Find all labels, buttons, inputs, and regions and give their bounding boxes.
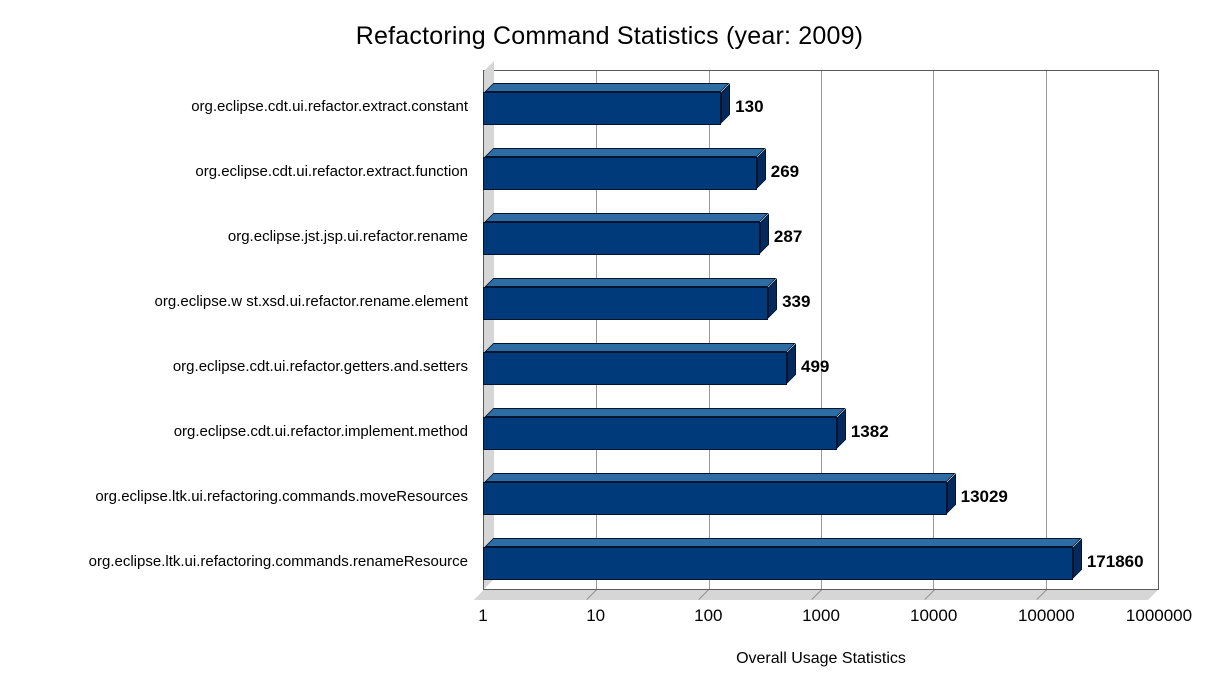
bars-layer: 130 269 287 339 499 1382 13029 171860 [483,70,1159,590]
floor-grid-line [924,589,935,600]
floor-grid-line [811,589,822,600]
x-tick-label: 10 [586,606,606,625]
bar-top-face [484,278,777,287]
bar: 130 [483,83,764,125]
gridline [933,71,935,589]
category-label: org.eclipse.cdt.ui.refactor.extract.func… [195,163,468,180]
bar-row: 130 [483,70,1159,135]
bar-top-face [484,473,955,482]
category-label: org.eclipse.ltk.ui.refactoring.commands.… [95,488,468,505]
bar: 269 [483,148,799,190]
x-tick-label: 10000 [910,606,958,625]
value-label: 13029 [960,486,1008,506]
wall-left [484,61,494,589]
x-tick-label: 100000 [1017,606,1075,625]
category-label: org.eclipse.cdt.ui.refactor.getters.and.… [172,358,468,375]
x-axis-ticks: 1 10 100 1000 10000 100000 1000000 [478,606,1192,628]
floor-grid-line [1149,589,1160,600]
value-label: 339 [782,291,811,311]
gridline [708,71,710,589]
gridline [596,71,598,589]
x-tick-label: 1000000 [1125,606,1193,625]
bar-top-face [484,538,1081,547]
x-tick-label: 100 [694,606,723,625]
gridline [1045,71,1047,589]
bar-row: 13029 [483,460,1159,525]
bar: 287 [483,213,802,255]
bar-row: 171860 [483,525,1159,590]
bar: 1382 [483,408,889,450]
category-label: org.eclipse.cdt.ui.refactor.implement.me… [173,423,468,440]
bar-row: 339 [483,265,1159,330]
bar-top-face [484,213,768,222]
bar-row: 499 [483,330,1159,395]
chart-title: Refactoring Command Statistics (year: 20… [355,22,864,50]
bar: 171860 [483,538,1144,580]
bar-row: 269 [483,135,1159,200]
bar-row: 1382 [483,395,1159,460]
value-label: 499 [800,356,830,376]
x-axis-label: Overall Usage Statistics [736,650,906,667]
value-label: 287 [773,226,803,246]
bar-top-face [484,83,730,92]
floor-grid-line [1037,589,1048,600]
bar-top-face [484,148,765,157]
bar-top-face [484,343,795,352]
floor [474,590,1158,600]
bar-row: 287 [483,200,1159,265]
category-axis: org.eclipse.cdt.ui.refactor.extract.cons… [0,70,475,590]
floor-grid-line [586,589,597,600]
category-label: org.eclipse.jst.jsp.ui.refactor.rename [227,228,468,245]
x-tick-label: 1 [478,606,488,625]
value-label: 1382 [850,421,889,441]
bar: 499 [483,343,829,385]
value-label: 269 [770,161,800,181]
bar: 13029 [483,473,1008,515]
x-tick-label: 1000 [802,606,840,625]
bar: 339 [483,278,810,320]
gridline [821,71,822,589]
bar-top-face [484,408,845,417]
category-label: org.eclipse.ltk.ui.refactoring.commands.… [88,553,468,570]
category-label: org.eclipse.w st.xsd.ui.refactor.rename.… [154,293,468,310]
floor-grid-line [699,589,710,600]
category-label: org.eclipse.cdt.ui.refactor.extract.cons… [191,98,468,115]
value-label: 171860 [1086,551,1144,571]
value-label: 130 [735,96,764,116]
